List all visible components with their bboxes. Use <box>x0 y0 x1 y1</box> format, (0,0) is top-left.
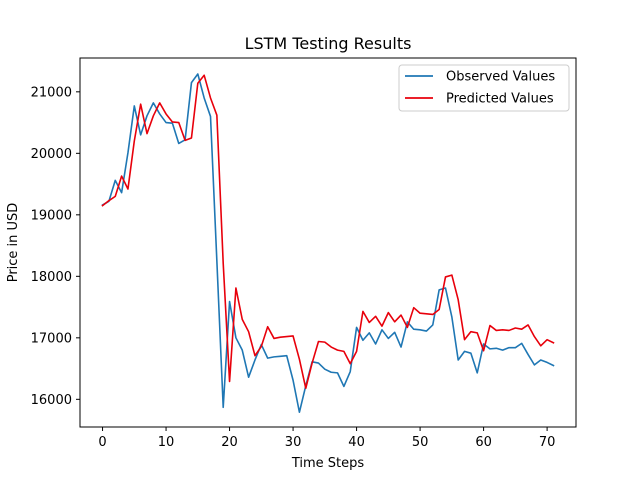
x-axis: 0 10 20 30 40 50 60 70 <box>98 427 555 450</box>
series-line-2 <box>101 74 555 390</box>
y-axis: 16000 17000 18000 19000 20000 21000 <box>31 85 80 408</box>
series-line-1 <box>101 73 555 414</box>
chart-title: LSTM Testing Results <box>245 34 412 53</box>
y-axis-label: Price in USD <box>6 203 21 283</box>
x-tick-label: 40 <box>348 435 365 450</box>
axes-frame <box>79 57 577 428</box>
legend-label-1: Observed Values <box>446 70 555 85</box>
x-tick-label: 20 <box>221 435 238 450</box>
x-tick-label: 50 <box>412 435 429 450</box>
x-tick-label: 60 <box>475 435 492 450</box>
legend: Observed Values Predicted Values <box>398 64 570 112</box>
x-tick-label: 10 <box>158 435 175 450</box>
y-tick-label: 19000 <box>31 208 72 223</box>
legend-label-2: Predicted Values <box>446 92 554 107</box>
series-layer <box>101 73 555 414</box>
y-tick-label: 20000 <box>31 147 72 162</box>
x-axis-label: Time Steps <box>291 456 365 471</box>
y-tick-label: 17000 <box>31 331 72 346</box>
y-tick-label: 21000 <box>31 85 72 100</box>
y-tick-label: 16000 <box>31 393 72 408</box>
x-tick-label: 30 <box>285 435 302 450</box>
legend-box <box>398 64 570 112</box>
x-tick-label: 70 <box>539 435 556 450</box>
y-tick-label: 18000 <box>31 270 72 285</box>
x-tick-label: 0 <box>98 435 106 450</box>
